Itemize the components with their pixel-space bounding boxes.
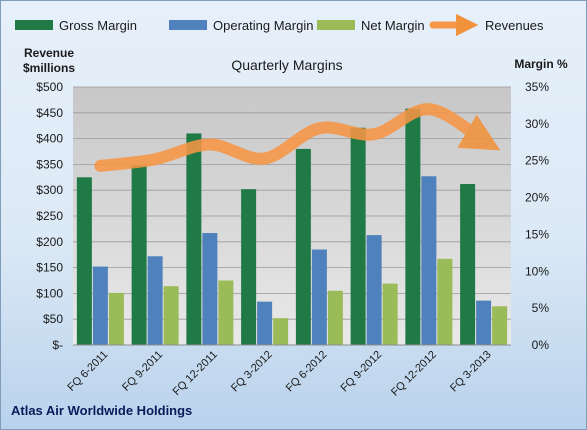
left-tick-label: $150 [36,261,63,275]
bar-gross-margin [350,127,366,345]
right-axis-label: Margin % [514,57,568,71]
bar-net-margin [492,306,508,345]
x-tick-label: FQ 9-2012 [339,349,385,395]
left-tick-label: $200 [36,235,63,249]
right-tick-label: 10% [525,264,549,278]
bar-net-margin [108,292,124,345]
left-tick-label: $250 [36,209,63,223]
left-axis-ticks: $- $50 $100 $150 $200 $250 $300 $350 $400 $450 $50… [36,80,63,352]
left-axis-label-line1: Revenue [24,46,74,60]
bar-gross-margin [186,133,202,345]
right-tick-label: 15% [525,227,549,241]
x-tick-label: FQ 12-2011 [171,349,220,398]
legend-swatch-gross-margin [15,20,53,30]
bar-net-margin [273,318,289,345]
left-tick-label: $100 [36,286,63,300]
right-tick-label: 20% [525,191,549,205]
revenue-line [94,103,501,172]
bar-gross-margin [460,184,476,345]
left-axis-label-line2: $millions [23,61,75,75]
x-tick-label: FQ 3-2012 [229,349,275,395]
legend: Gross Margin Operating Margin Net Margin Re… [15,13,544,37]
left-tick-label: $500 [36,80,63,94]
bar-operating-margin [92,266,108,345]
bar-operating-margin [311,249,327,345]
bar-gross-margin [76,177,92,345]
x-tick-label: FQ 6-2011 [65,349,110,394]
bar-net-margin [163,286,179,345]
right-tick-label: 0% [532,338,550,352]
bar-operating-margin [147,256,163,345]
bar-net-margin [437,258,453,345]
legend-label-revenues: Revenues [485,18,544,33]
bar-net-margin [327,290,343,345]
left-tick-label: $400 [36,132,63,146]
bar-operating-margin [476,300,492,345]
bar-operating-margin [421,176,437,345]
bar-operating-margin [202,233,218,345]
bar-gross-margin [405,108,421,345]
bars-group [76,108,508,345]
bar-gross-margin [295,148,311,345]
legend-swatch-net-margin [317,20,355,30]
bar-operating-margin [366,235,382,345]
footer-company-name: Atlas Air Worldwide Holdings [11,403,192,418]
left-tick-label: $50 [43,312,63,326]
x-axis-ticks: FQ 6-2011 FQ 9-2011 FQ 12-2011 FQ 3-2012 FQ … [65,349,493,399]
right-axis-ticks: 0% 5% 10% 15% 20% 25% 30% 35% [525,80,549,352]
chart-title: Quarterly Margins [231,57,342,73]
bar-net-margin [382,283,398,345]
bar-operating-margin [257,301,273,345]
x-tick-label: FQ 3-2013 [448,349,494,395]
right-tick-label: 25% [525,154,549,168]
x-tick-label: FQ 9-2011 [120,349,165,394]
right-tick-label: 30% [525,117,549,131]
left-tick-label: $- [52,338,63,352]
left-tick-label: $450 [36,106,63,120]
right-tick-label: 35% [525,80,549,94]
bar-gross-margin [131,165,147,345]
bar-gross-margin [241,189,257,345]
revenue-line-group [94,103,501,172]
left-tick-label: $300 [36,183,63,197]
x-tick-label: FQ 6-2012 [284,349,330,395]
bar-net-margin [218,280,234,345]
legend-label-net-margin: Net Margin [361,18,425,33]
legend-label-operating-margin: Operating Margin [213,18,313,33]
x-tick-label: FQ 12-2012 [389,349,439,399]
legend-swatch-operating-margin [169,20,207,30]
left-tick-label: $350 [36,157,63,171]
right-tick-label: 5% [532,301,550,315]
legend-label-gross-margin: Gross Margin [59,18,137,33]
